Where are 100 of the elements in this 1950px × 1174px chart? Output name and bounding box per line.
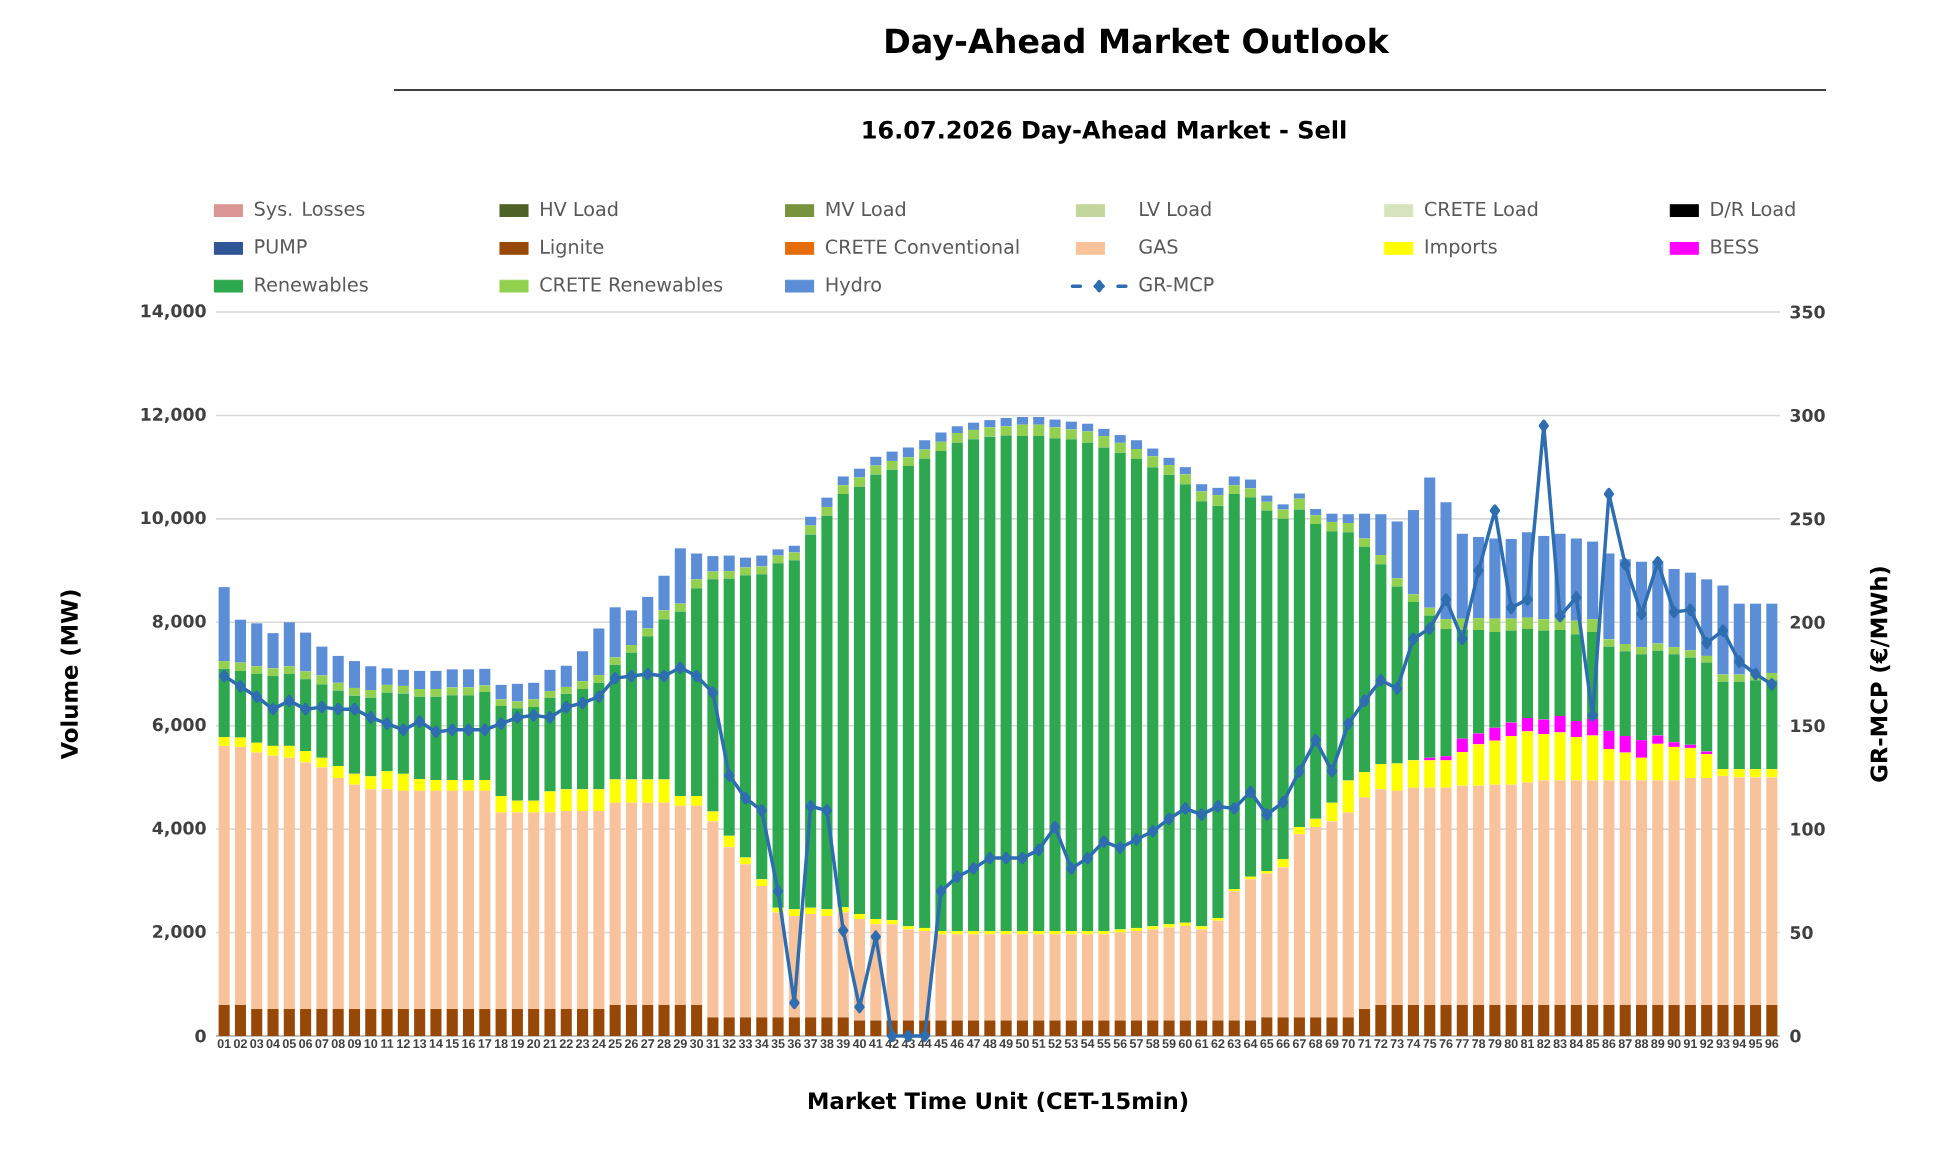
bar (674, 603, 686, 612)
bar (446, 687, 458, 696)
bar (1179, 484, 1191, 923)
bar (1587, 1004, 1599, 1037)
bar (1489, 1004, 1501, 1037)
bar (886, 460, 898, 470)
bar (1733, 1004, 1745, 1037)
bar (707, 821, 719, 1018)
bar (1228, 891, 1240, 1021)
bar (251, 1009, 263, 1037)
bar (1065, 429, 1077, 440)
bar (495, 706, 507, 797)
bar (267, 755, 279, 1010)
bar (1049, 438, 1061, 932)
bar (691, 588, 703, 797)
bar (739, 567, 752, 576)
bar (511, 683, 523, 702)
bar (805, 1017, 817, 1037)
bar (625, 610, 637, 646)
bar (1049, 934, 1061, 1021)
bar (919, 440, 931, 450)
bar (984, 427, 996, 437)
bar (381, 684, 393, 693)
bar (1717, 674, 1729, 682)
bar (1359, 797, 1371, 1010)
bar (1424, 1004, 1436, 1037)
bar (1619, 736, 1631, 753)
bar (1554, 715, 1566, 733)
bar (1033, 424, 1045, 437)
bar (593, 628, 605, 676)
bar (414, 670, 426, 689)
bar (528, 800, 540, 813)
bar (414, 778, 426, 791)
bar (1603, 646, 1615, 731)
bar (1391, 1004, 1403, 1037)
y-tick-label: 10,000 (141, 511, 206, 527)
y2-tick-label: 100 (1791, 822, 1825, 836)
bar (1342, 522, 1354, 533)
bar (1147, 448, 1159, 457)
bar (1342, 514, 1354, 523)
bar (1179, 1020, 1191, 1037)
bar (870, 919, 882, 925)
bar (1505, 736, 1517, 785)
bar (1082, 934, 1094, 1021)
bar (414, 688, 426, 697)
bar (1766, 777, 1778, 1005)
bar (658, 1004, 670, 1037)
bar (1065, 1020, 1077, 1037)
bar (1603, 748, 1615, 781)
bar (609, 664, 621, 780)
y-tick-label: 12,000 (141, 407, 206, 424)
y2-tick-label: 250 (1790, 512, 1825, 526)
bar (805, 907, 817, 914)
bar (805, 534, 817, 908)
bar (951, 442, 963, 932)
bar (283, 666, 295, 674)
bar (397, 1009, 409, 1037)
bar (1635, 780, 1648, 1005)
bar (1147, 467, 1159, 927)
bar (1538, 630, 1550, 720)
bar (1456, 1004, 1468, 1037)
bar (1277, 509, 1289, 519)
bar (1619, 780, 1631, 1005)
bar (218, 1004, 230, 1037)
bar (1701, 655, 1713, 663)
bar (609, 779, 621, 803)
bar (935, 934, 947, 1021)
y-tick-label: 4,000 (152, 821, 206, 837)
bar (446, 669, 458, 688)
bar (1359, 772, 1371, 798)
bar (1000, 426, 1012, 436)
bar (1261, 501, 1273, 511)
bar (332, 682, 344, 691)
bar (1652, 1004, 1664, 1037)
bar (772, 549, 784, 556)
bar (479, 668, 491, 686)
legend-label: CRETE Renewables (540, 276, 723, 292)
bar (625, 779, 637, 803)
bar (316, 646, 328, 676)
bar (511, 812, 523, 1010)
bar (1587, 619, 1599, 633)
bar (316, 757, 328, 768)
bar (756, 555, 768, 567)
bar (1407, 510, 1419, 595)
bar (511, 708, 523, 801)
bar (1489, 740, 1501, 785)
bar (1489, 784, 1501, 1005)
bar (919, 449, 931, 459)
bar (1750, 680, 1762, 770)
bar (1407, 760, 1419, 788)
bar (1407, 602, 1419, 761)
bar (902, 929, 914, 1021)
bar (805, 516, 817, 526)
bar (870, 465, 882, 475)
y2-tick-label: 350 (1790, 305, 1825, 319)
bar (625, 652, 637, 780)
bar (1570, 1004, 1582, 1037)
bar (218, 745, 230, 1005)
y2-axis-title: GR-MCP (€/MWh) (1869, 567, 1891, 782)
bar (1521, 782, 1534, 1005)
